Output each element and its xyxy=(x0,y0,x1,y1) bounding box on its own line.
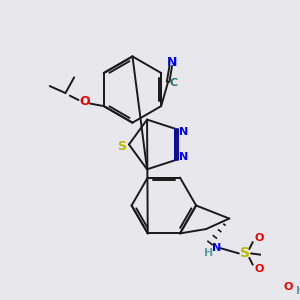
Text: N: N xyxy=(178,152,188,162)
Text: N: N xyxy=(212,243,222,253)
Text: S: S xyxy=(118,140,127,153)
Text: N: N xyxy=(167,56,178,69)
Text: O: O xyxy=(254,233,263,243)
Text: O: O xyxy=(79,95,90,108)
Text: C: C xyxy=(170,79,178,88)
Text: O: O xyxy=(284,281,293,292)
Text: O: O xyxy=(254,264,263,274)
Text: S: S xyxy=(240,246,250,260)
Text: H: H xyxy=(204,248,213,258)
Text: H: H xyxy=(296,286,300,296)
Text: N: N xyxy=(178,127,188,137)
